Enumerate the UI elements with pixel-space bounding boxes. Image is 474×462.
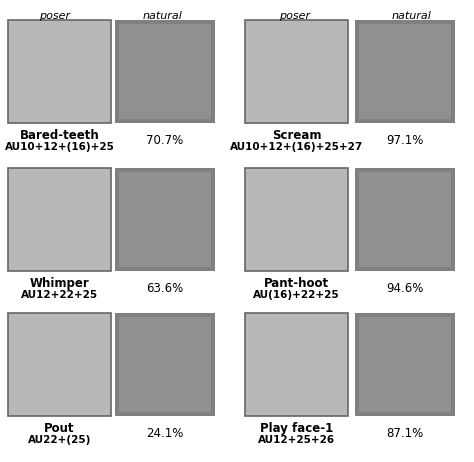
Text: 97.1%: 97.1%: [386, 134, 424, 147]
Text: AU12+22+25: AU12+22+25: [21, 290, 98, 300]
Text: 24.1%: 24.1%: [146, 427, 184, 440]
Text: AU12+25+26: AU12+25+26: [258, 435, 335, 445]
Bar: [355, 168, 455, 271]
Bar: [115, 168, 215, 271]
Bar: [359, 172, 451, 267]
Text: AU(16)+22+25: AU(16)+22+25: [253, 290, 340, 300]
Bar: [119, 172, 211, 267]
Text: natural: natural: [143, 11, 183, 21]
Text: Bared-teeth: Bared-teeth: [19, 129, 100, 142]
Bar: [119, 24, 211, 119]
Text: Play face-1: Play face-1: [260, 422, 333, 435]
Bar: [245, 313, 348, 416]
Text: Pant-hoot: Pant-hoot: [264, 277, 329, 290]
Bar: [245, 20, 348, 123]
Text: poser: poser: [280, 11, 310, 21]
Bar: [8, 20, 111, 123]
Text: 87.1%: 87.1%: [386, 427, 424, 440]
Bar: [359, 317, 451, 412]
Text: poser: poser: [39, 11, 71, 21]
Bar: [355, 20, 455, 123]
Bar: [115, 313, 215, 416]
Text: AU22+(25): AU22+(25): [28, 435, 91, 445]
Bar: [355, 313, 455, 416]
Text: Scream: Scream: [272, 129, 321, 142]
Text: Pout: Pout: [44, 422, 75, 435]
Text: 70.7%: 70.7%: [146, 134, 183, 147]
Bar: [359, 24, 451, 119]
Bar: [119, 317, 211, 412]
Bar: [8, 168, 111, 271]
Text: AU10+12+(16)+25+27: AU10+12+(16)+25+27: [230, 142, 363, 152]
Text: Whimper: Whimper: [29, 277, 90, 290]
Bar: [115, 20, 215, 123]
Text: natural: natural: [392, 11, 432, 21]
Text: AU10+12+(16)+25: AU10+12+(16)+25: [5, 142, 114, 152]
Text: 63.6%: 63.6%: [146, 282, 183, 295]
Bar: [245, 168, 348, 271]
Text: 94.6%: 94.6%: [386, 282, 424, 295]
Bar: [8, 313, 111, 416]
